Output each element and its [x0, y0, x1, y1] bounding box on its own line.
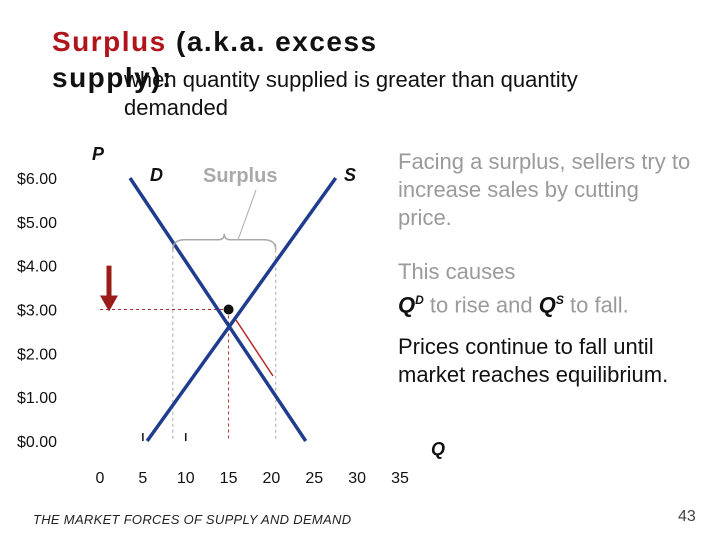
y-tick-label: $3.00	[17, 303, 57, 320]
surplus-brace	[172, 233, 277, 250]
note2-qs: Q	[538, 292, 556, 318]
y-tick-label: $2.00	[17, 346, 57, 363]
note2-qs-sup: S	[555, 293, 564, 307]
demand-curve-label: D	[150, 165, 163, 185]
x-tick-label: 35	[391, 470, 409, 487]
note2-mid: to rise and	[423, 292, 539, 318]
series-d-line	[128, 177, 308, 442]
x-tick-label: 0	[96, 470, 105, 487]
note-surplus-cut-price: Facing a surplus, sellers try to increas…	[398, 149, 691, 230]
y-tick-label: $4.00	[17, 259, 57, 276]
footer-text: THE MARKET FORCES OF SUPPLY AND DEMAND	[33, 512, 352, 527]
y-tick-label: $0.00	[17, 434, 57, 451]
x-tick-label: 15	[220, 470, 238, 487]
note2-line1: This causes	[398, 259, 516, 284]
note2-qd-sup: D	[415, 293, 424, 307]
note-equilibrium: Prices continue to fall until market rea…	[398, 334, 669, 387]
y-tick-label: $1.00	[17, 390, 57, 407]
price-arrow-head	[100, 295, 118, 312]
title-highlight: Surplus	[52, 26, 167, 57]
y-tick-label: $6.00	[17, 171, 57, 188]
x-tick-label: 5	[138, 470, 147, 487]
x-tick-label: 20	[263, 470, 281, 487]
y-tick-label: $5.00	[17, 215, 57, 232]
y-axis-title: P	[92, 144, 105, 164]
x-axis-title: Q	[431, 439, 445, 459]
note2-qd: Q	[398, 292, 416, 318]
x-tick-label: 25	[305, 470, 323, 487]
title-rest: (a.k.a. excess supply):	[52, 26, 378, 93]
curve-arrow-line	[235, 319, 274, 377]
series-s-line	[145, 176, 338, 443]
x-tick-label: 30	[348, 470, 366, 487]
page-number: 43	[678, 508, 696, 525]
x-tick-label: 10	[177, 470, 195, 487]
slide-title: Surplus (a.k.a. excess supply):	[52, 24, 472, 96]
supply-curve-label: S	[344, 165, 356, 185]
surplus-leader-line	[237, 189, 257, 241]
surplus-label: Surplus	[203, 165, 277, 187]
slide-subtitle: when quantity supplied is greater than q…	[124, 67, 578, 120]
note-quantity-changes: This causes QD to rise and QS to fall.	[398, 258, 698, 319]
equilibrium-point	[223, 304, 234, 315]
note2-end: to fall.	[563, 292, 629, 318]
